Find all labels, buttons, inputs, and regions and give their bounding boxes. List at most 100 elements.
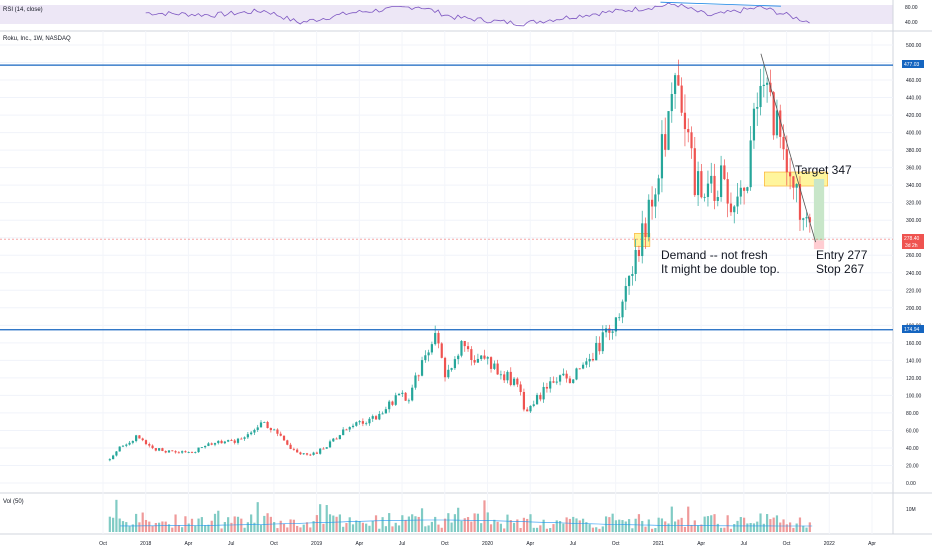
- volume-bar: [759, 513, 762, 532]
- candle-body: [154, 448, 157, 451]
- volume-bar: [338, 514, 341, 532]
- candle-body: [276, 429, 279, 434]
- volume-bar: [772, 517, 775, 532]
- volume-bar: [121, 521, 125, 532]
- volume-bar: [450, 522, 453, 532]
- candle-body: [253, 429, 256, 433]
- candle-body: [434, 332, 437, 345]
- volume-bar: [253, 522, 256, 532]
- volume-bar: [230, 522, 233, 532]
- time-tick-label: Jul: [741, 541, 747, 547]
- candle-body: [210, 443, 213, 445]
- price-tick-label: 220.00: [906, 288, 922, 294]
- volume-bar: [670, 506, 673, 532]
- candle-body: [420, 360, 424, 376]
- candle-body: [680, 85, 683, 113]
- volume-bar: [555, 520, 558, 532]
- candle-body: [729, 203, 733, 213]
- price-tick-label: 100.00: [906, 393, 922, 399]
- volume-bar: [565, 517, 568, 532]
- candle-body: [131, 441, 134, 443]
- price-tick-label: 0.00: [906, 481, 916, 487]
- candle-body: [466, 346, 470, 350]
- volume-bar: [746, 523, 749, 532]
- volume-bar: [673, 521, 677, 532]
- volume-bar: [292, 519, 295, 532]
- candle-body: [785, 149, 788, 173]
- volume-bar: [749, 522, 752, 532]
- candle-body: [345, 429, 348, 431]
- candle-body: [250, 432, 253, 435]
- symbol-title: Roku, Inc., 1W, NASDAQ: [3, 36, 71, 42]
- volume-bar: [516, 519, 519, 532]
- volume-bar: [611, 513, 614, 532]
- candle-body: [220, 440, 223, 444]
- candle-body: [351, 425, 355, 428]
- candle-body: [213, 443, 217, 445]
- volume-bar: [588, 524, 591, 532]
- time-tick-label: Apr: [526, 541, 534, 547]
- volume-bar: [276, 528, 279, 532]
- candle-body: [217, 440, 220, 444]
- rsi-band: [0, 5, 893, 24]
- candle-body: [595, 342, 598, 361]
- volume-title: Vol (50): [3, 499, 24, 505]
- candle-body: [273, 429, 276, 431]
- candle-body: [417, 375, 420, 377]
- volume-bar: [397, 525, 401, 532]
- volume-bar: [512, 522, 516, 532]
- volume-bar: [388, 513, 391, 532]
- time-tick-label: Oct: [612, 541, 620, 547]
- candle-body: [348, 427, 351, 430]
- volume-bar: [667, 523, 670, 532]
- candle-body: [246, 434, 249, 438]
- candle-body: [506, 371, 509, 381]
- volume-bar: [627, 519, 631, 532]
- volume-bar: [733, 524, 736, 532]
- candle-body: [545, 386, 549, 389]
- candle-body: [641, 223, 644, 257]
- volume-bar: [384, 526, 387, 532]
- volume-bar: [158, 522, 161, 532]
- candle-body: [585, 361, 588, 365]
- time-tick-label: 2022: [824, 541, 835, 547]
- volume-bar: [453, 514, 456, 532]
- candle-body: [112, 455, 115, 460]
- volume-bar: [805, 527, 808, 532]
- price-tick-label: 20.00: [906, 463, 919, 469]
- volume-bar: [729, 528, 733, 532]
- candle-body: [388, 401, 391, 410]
- candle-body: [522, 391, 526, 410]
- candle-body: [374, 416, 378, 420]
- candle-body: [391, 401, 394, 405]
- time-tick-label: Apr: [355, 541, 363, 547]
- price-tick-label: 120.00: [906, 376, 922, 382]
- candle-body: [269, 428, 272, 431]
- candle-body: [447, 369, 450, 378]
- candle-body: [325, 447, 328, 449]
- volume-bar: [703, 516, 706, 532]
- volume-bar: [125, 522, 128, 532]
- volume-bar: [319, 504, 322, 532]
- volume-bar: [506, 514, 509, 532]
- rsi-series: [145, 1, 810, 27]
- volume-bar: [798, 517, 802, 532]
- candlestick-series: [108, 59, 811, 462]
- candle-body: [618, 317, 621, 319]
- candle-body: [401, 392, 404, 394]
- volume-bar: [756, 521, 759, 532]
- volume-bar: [614, 520, 618, 532]
- volume-bar: [529, 514, 532, 532]
- candle-body: [588, 358, 591, 362]
- candle-body: [634, 250, 637, 274]
- candle-body: [457, 355, 460, 360]
- price-tick-label: 60.00: [906, 428, 919, 434]
- volume-bar: [296, 525, 299, 532]
- price-axis[interactable]: 500.00480.00460.00440.00420.00400.00380.…: [906, 43, 922, 487]
- volume-bar: [476, 513, 480, 532]
- candle-body: [381, 413, 384, 415]
- time-axis[interactable]: Oct 2018 Apr Jul Oct 2019 Apr Jul Oct 2020 Apr Jul O…: [99, 541, 876, 547]
- candle-body: [171, 450, 174, 452]
- candle-body: [746, 187, 749, 191]
